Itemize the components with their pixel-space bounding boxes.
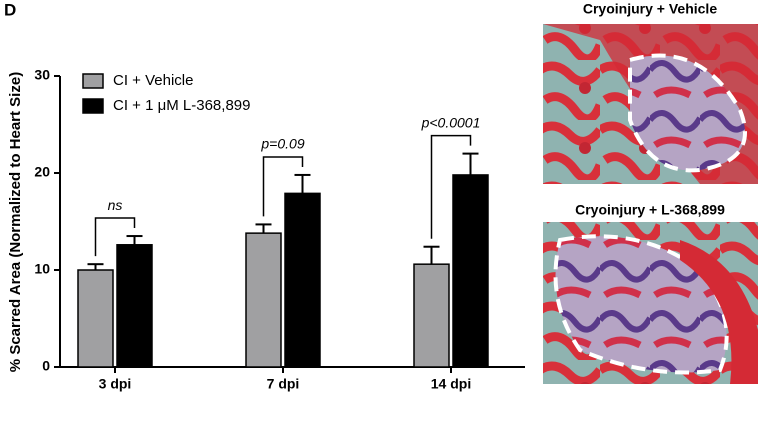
x-tick-label: 7 dpi: [267, 376, 300, 392]
annotation: p=0.09: [260, 136, 304, 152]
significance-bracket: [430, 134, 472, 239]
bar: [116, 244, 153, 368]
x-tick-label: 14 dpi: [431, 376, 471, 392]
micrograph-2: [543, 222, 758, 384]
bar: [77, 269, 114, 368]
y-tick-label: 30: [34, 67, 50, 83]
legend-label: CI + Vehicle: [113, 72, 193, 89]
legend-swatch: [82, 98, 104, 114]
y-tick-label: 20: [34, 164, 50, 180]
micrograph-1: [543, 24, 758, 184]
y-tick-label: 0: [42, 358, 50, 374]
bar: [245, 232, 282, 368]
y-axis-label: % Scarred Area (Normalized to Heart Size…: [7, 72, 24, 372]
image-title: Cryoinjury + Vehicle: [583, 1, 717, 17]
bar: [413, 263, 450, 368]
significance-bracket: [262, 156, 304, 217]
image-title: Cryoinjury + L-368,899: [575, 202, 725, 218]
annotation: ns: [108, 197, 123, 213]
significance-bracket: [94, 217, 136, 257]
legend-swatch: [82, 73, 104, 89]
x-tick-label: 3 dpi: [99, 376, 132, 392]
panel-label: D: [4, 0, 16, 19]
annotation: p<0.0001: [421, 114, 481, 130]
bar: [284, 192, 321, 368]
y-tick-label: 10: [34, 261, 50, 277]
legend-label: CI + 1 μM L-368,899: [113, 97, 250, 114]
bar: [452, 174, 489, 368]
